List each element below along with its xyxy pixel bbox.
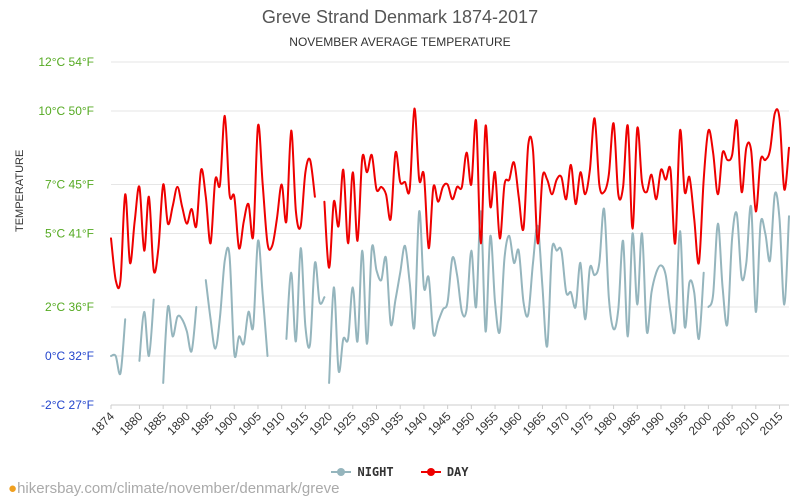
y-tick-label: 0°C 32°F xyxy=(45,349,94,363)
x-tick-label: 1980 xyxy=(591,409,620,438)
legend-label-night: NIGHT xyxy=(357,465,394,479)
series-line-night xyxy=(162,304,198,384)
chart-subtitle: NOVEMBER AVERAGE TEMPERATURE xyxy=(289,35,511,49)
x-tick-label: 1874 xyxy=(88,409,117,438)
x-tick-label: 1955 xyxy=(472,409,501,438)
x-tick-label: 1925 xyxy=(330,409,359,438)
x-tick-label: 1965 xyxy=(520,409,549,438)
x-tick-label: 1885 xyxy=(140,409,169,438)
y-tick-label: 2°C 36°F xyxy=(45,300,94,314)
y-tick-label: -2°C 27°F xyxy=(41,398,94,412)
series-line-day xyxy=(323,107,790,269)
y-tick-label: 5°C 41°F xyxy=(45,227,94,241)
x-tick-label: 1915 xyxy=(283,409,312,438)
series-line-night xyxy=(138,298,155,362)
x-tick-label: 1930 xyxy=(354,409,383,438)
series-line-night xyxy=(110,318,127,376)
x-tick-label: 1960 xyxy=(496,409,525,438)
x-tick-label: 1940 xyxy=(401,409,430,438)
y-tick-label: 10°C 50°F xyxy=(38,104,94,118)
x-tick-label: 1905 xyxy=(235,409,264,438)
x-tick-label: 1995 xyxy=(662,409,691,438)
x-tick-label: 1910 xyxy=(259,409,288,438)
x-tick-label: 1920 xyxy=(306,409,335,438)
x-tick-label: 2010 xyxy=(733,409,762,438)
legend-item-day[interactable]: DAY xyxy=(420,465,469,479)
x-tick-label: 1985 xyxy=(615,409,644,438)
legend: NIGHT DAY xyxy=(0,462,800,479)
x-tick-label: 1895 xyxy=(188,409,217,438)
series-line-night xyxy=(204,239,269,358)
legend-label-day: DAY xyxy=(446,465,469,479)
chart-title: Greve Strand Denmark 1874-2017 xyxy=(261,7,539,27)
x-tick-label: 2000 xyxy=(686,409,715,438)
y-tick-label: 12°C 54°F xyxy=(38,55,94,69)
series-line-night xyxy=(285,247,326,349)
x-tick-label: 1890 xyxy=(164,409,193,438)
x-tick-label: 1945 xyxy=(425,409,454,438)
x-tick-label: 1950 xyxy=(449,409,478,438)
x-tick-label: 1935 xyxy=(378,409,407,438)
x-tick-label: 1900 xyxy=(212,409,241,438)
series-line-night xyxy=(328,207,705,384)
y-tick-label: 7°C 45°F xyxy=(45,178,94,192)
day-swatch-icon xyxy=(420,468,441,476)
x-tick-label: 1975 xyxy=(567,409,596,438)
footer-text: hikersbay.com/climate/november/denmark/g… xyxy=(17,480,340,497)
footer-link[interactable]: ●hikersbay.com/climate/november/denmark/… xyxy=(8,480,339,497)
series-line-day xyxy=(110,114,316,290)
x-tick-label: 2005 xyxy=(709,409,738,438)
x-tick-label: 1880 xyxy=(117,409,146,438)
legend-item-night[interactable]: NIGHT xyxy=(331,465,394,479)
night-swatch-icon xyxy=(331,468,352,476)
location-pin-icon: ● xyxy=(8,480,18,497)
x-tick-label: 2015 xyxy=(757,409,786,438)
x-tick-label: 1990 xyxy=(638,409,667,438)
series-line-night xyxy=(707,191,790,327)
x-tick-label: 1970 xyxy=(544,409,573,438)
